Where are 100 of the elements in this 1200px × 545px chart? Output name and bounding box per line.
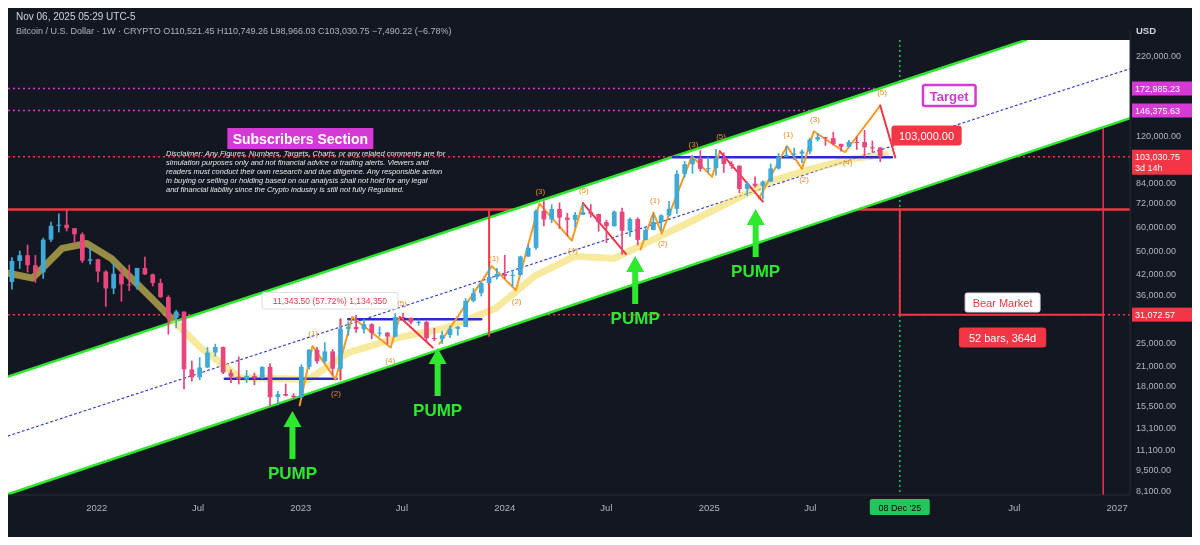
y-tick-label: 42,000.00	[1136, 269, 1177, 280]
candlestick	[737, 164, 742, 194]
x-tick-label: 2024	[494, 502, 516, 513]
candlestick	[549, 203, 555, 224]
y-tick-label: 15,500.00	[1136, 400, 1177, 411]
annotation: PUMP	[610, 309, 660, 328]
annotation: 52 bars, 364d	[968, 332, 1037, 344]
candlestick	[502, 254, 508, 280]
annotation: Bear Market	[972, 297, 1033, 309]
candlestick	[205, 346, 210, 369]
annotation: PUMP	[413, 401, 463, 420]
annotation: PUMP	[731, 262, 781, 281]
y-tick-label: 72,000.00	[1136, 198, 1177, 209]
x-tick-label: 2022	[86, 502, 108, 513]
candlestick	[25, 243, 30, 274]
candlestick	[697, 149, 703, 173]
annotation: (2)	[799, 175, 810, 184]
candlestick	[111, 262, 116, 295]
annotation: (2)	[657, 239, 669, 248]
y-tick-label: 50,000.00	[1136, 246, 1177, 257]
candlestick	[854, 135, 860, 151]
candlestick	[768, 162, 774, 183]
annotation: 11,343.50 (57.72%) 1,134,350	[272, 296, 388, 306]
annotation: (5)	[877, 88, 888, 97]
annotation: PUMP	[267, 464, 318, 483]
annotation: (5)	[716, 132, 727, 141]
candlestick	[283, 382, 289, 398]
y-tick-label: 84,000.00	[1136, 178, 1177, 189]
candlestick	[424, 319, 429, 344]
x-tick-label: 2025	[698, 502, 720, 513]
candlestick	[173, 309, 179, 330]
candlestick	[189, 359, 195, 383]
y-tick-label: 21,000.00	[1136, 360, 1177, 371]
ref-line-label: 103,030.75 3d 14h	[1135, 151, 1181, 173]
annotation: (5)	[578, 186, 590, 195]
x-tick-label: Jul	[191, 502, 205, 513]
candlestick	[345, 320, 351, 337]
annotation: (4)	[568, 246, 579, 255]
candlestick	[635, 216, 641, 247]
y-tick-label: 11,100.00	[1136, 444, 1176, 455]
candlestick	[588, 203, 594, 219]
candlestick	[166, 294, 171, 336]
candlestick	[17, 249, 23, 270]
y-tick-label: 8,100.00	[1136, 486, 1172, 497]
x-tick-label: Jul	[600, 502, 613, 513]
annotation: Subscribers Section	[232, 131, 369, 147]
candlestick	[33, 254, 38, 284]
candlestick	[306, 348, 312, 371]
x-tick-label: Jul	[1008, 502, 1021, 513]
candlestick	[103, 269, 109, 308]
y-tick-label: 25,000.00	[1136, 337, 1177, 348]
candlestick	[721, 151, 727, 174]
annotation: (2)	[511, 297, 522, 306]
candlestick	[330, 348, 335, 377]
y-tick-label: 9,500.00	[1136, 465, 1172, 476]
candlestick	[518, 254, 523, 277]
annotation: (3)	[810, 115, 821, 124]
candlestick	[791, 146, 797, 162]
candlestick	[862, 129, 867, 158]
x-tick-label: 2027	[1106, 502, 1128, 513]
annotation: (2)	[331, 389, 342, 398]
chart-subtitle: Nov 06, 2025 05:29 UTC-5	[16, 11, 136, 22]
ref-line-label: 172,985.23	[1135, 83, 1181, 94]
x-tick-label: 2023	[290, 502, 312, 513]
candlestick	[799, 148, 805, 164]
annotation: (1)	[308, 329, 319, 338]
annotation: (4)	[385, 356, 396, 365]
chart-title: Bitcoin / U.S. Dollar · 1W · CRYPTO O110,521.45 H110,749.26 L98,966.03 C103,030.75 −7,490.22 (−6.78%)	[16, 26, 452, 36]
y-tick-label: 18,000.00	[1136, 380, 1177, 391]
y-tick-label: 220,000.00	[1136, 51, 1182, 62]
annotation: 103,000.00	[899, 130, 955, 142]
candlestick	[126, 263, 132, 292]
candlestick	[431, 327, 437, 343]
x-tick-label: Jul	[395, 502, 409, 513]
candlestick	[557, 201, 562, 230]
ref-line-label: 146,375.63	[1135, 105, 1181, 116]
candlestick	[64, 208, 70, 233]
ref-line-label: 31,072.57	[1135, 309, 1176, 320]
annotation: Target	[929, 89, 970, 104]
candlestick	[416, 318, 422, 327]
candlestick	[690, 154, 695, 175]
annotation: (3)	[688, 140, 699, 149]
annotation: (1)	[783, 130, 794, 139]
candlestick	[564, 212, 570, 237]
candlestick	[197, 356, 202, 381]
x-tick-label: Jul	[804, 502, 817, 513]
annotation: (5)	[397, 299, 408, 308]
y-tick-label: 60,000.00	[1136, 222, 1177, 233]
y-tick-label: 13,100.00	[1136, 422, 1177, 433]
annotation: (1)	[650, 196, 661, 205]
ref-line-label: 08 Dec '25	[878, 502, 922, 513]
y-axis-title: USD	[1136, 25, 1157, 36]
candlestick	[87, 245, 93, 266]
candlestick	[604, 219, 609, 244]
candlestick	[455, 325, 461, 337]
candlestick	[119, 265, 124, 303]
y-tick-label: 120,000.00	[1136, 131, 1182, 142]
annotation: (3)	[535, 187, 546, 196]
candlestick	[322, 341, 328, 364]
y-tick-label: 36,000.00	[1136, 289, 1177, 300]
